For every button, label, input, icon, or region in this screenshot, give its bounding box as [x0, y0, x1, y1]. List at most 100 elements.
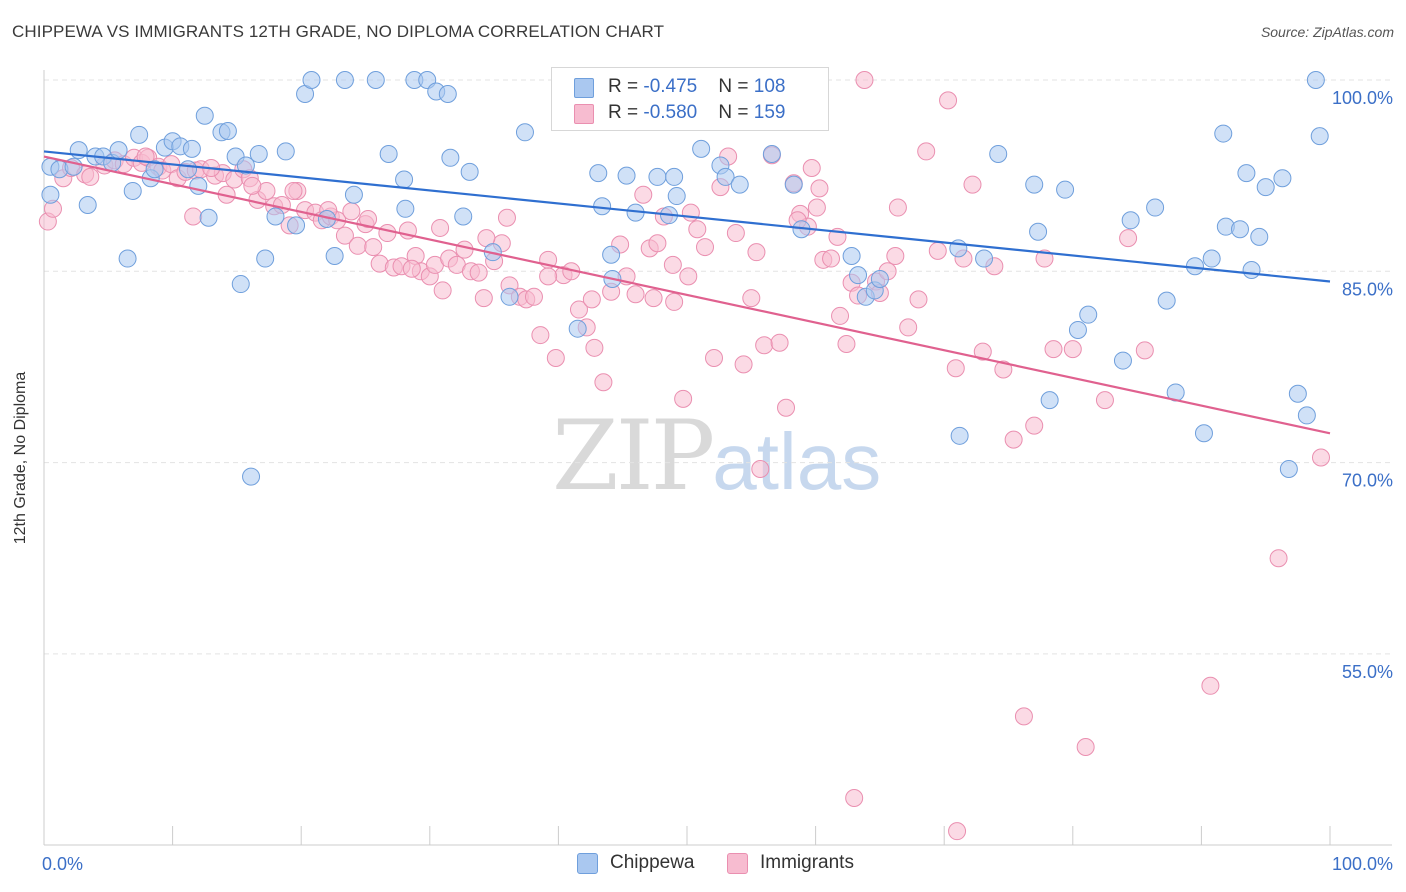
immigrants-point [928, 241, 947, 260]
chippewa-point [849, 266, 868, 285]
immigrants-point [524, 287, 543, 306]
immigrants-point [802, 158, 821, 177]
immigrants-point [888, 198, 907, 217]
chippewa-point [379, 144, 398, 163]
immigrants-point [594, 373, 613, 392]
chippewa-stats: R = -0.475 N = 108 [608, 76, 786, 97]
chippewa-point [1040, 391, 1059, 410]
immigrants-point [837, 334, 856, 353]
chippewa-point [1273, 169, 1292, 188]
chippewa-point [1306, 71, 1325, 89]
immigrants-point [705, 349, 724, 368]
chippewa-point [231, 275, 250, 294]
immigrants-point [1025, 416, 1044, 435]
immigrants-point [755, 336, 774, 355]
immigrants-point [663, 255, 682, 274]
zipatlas-watermark: ZIPatlas [552, 400, 881, 512]
chippewa-point [182, 139, 201, 158]
chippewa-point [218, 122, 237, 141]
immigrants-point [81, 167, 100, 186]
immigrants-stats: R = -0.580 N = 159 [608, 102, 786, 123]
chippewa-point [1068, 320, 1087, 339]
immigrants-point [1004, 430, 1023, 449]
immigrants-point [546, 349, 565, 368]
immigrants-point [973, 342, 992, 361]
chippewa-point [589, 164, 608, 183]
chippewa-point [460, 162, 479, 181]
chippewa-point [568, 319, 587, 338]
immigrants-point [810, 179, 829, 198]
watermark-zip: ZIP [552, 400, 715, 512]
immigrants-point [569, 300, 588, 319]
chippewa-point [179, 160, 198, 179]
x-tick-label-max: 100.0% [1332, 854, 1393, 874]
chippewa-point [1157, 291, 1176, 310]
chippewa-point [1237, 164, 1256, 183]
chippewa-point [266, 207, 285, 226]
immigrants-point [899, 318, 918, 337]
chippewa-point [276, 142, 295, 161]
chippewa-point [118, 249, 137, 268]
chippewa-point [784, 175, 803, 194]
chippewa-point [667, 187, 686, 206]
chippewa-point [515, 123, 534, 142]
immigrants-point [688, 220, 707, 239]
immigrants-point [679, 267, 698, 286]
immigrants-point [348, 236, 367, 255]
chippewa-point [665, 167, 684, 186]
chippewa-point [870, 269, 889, 288]
y-tick-label: 55.0% [1342, 662, 1393, 682]
chippewa-point [1288, 384, 1307, 403]
immigrants-point [585, 338, 604, 357]
chippewa-point [730, 175, 749, 194]
x-tick-label-min: 0.0% [42, 854, 83, 874]
immigrants-point [674, 389, 693, 408]
immigrants-legend-swatch [727, 853, 748, 874]
chippewa-point [1079, 305, 1098, 324]
immigrants-point [634, 185, 653, 204]
immigrants-point [335, 226, 354, 245]
chippewa-point [1025, 175, 1044, 194]
immigrants-point [665, 292, 684, 311]
chippewa-point [842, 246, 861, 265]
chippewa-point [78, 195, 97, 214]
immigrants-swatch [574, 104, 594, 124]
immigrants-point [831, 306, 850, 325]
chippewa-point [438, 85, 457, 104]
immigrants-point [531, 326, 550, 345]
immigrants-point [1076, 737, 1095, 756]
chippewa-point [617, 166, 636, 185]
immigrants-point [497, 208, 516, 227]
chippewa-point [302, 71, 321, 89]
immigrants-point [378, 224, 397, 243]
chippewa-point [1214, 124, 1233, 143]
immigrants-point [359, 210, 378, 229]
chippewa-point [1279, 459, 1298, 478]
immigrants-point [807, 198, 826, 217]
y-tick-label: 70.0% [1342, 471, 1393, 491]
immigrants-point [1035, 249, 1054, 268]
immigrants-point [939, 91, 958, 110]
chippewa-point [335, 71, 354, 89]
immigrants-point [582, 290, 601, 309]
chippewa-point [1113, 351, 1132, 370]
chippewa-point [500, 287, 519, 306]
immigrants-point [648, 234, 667, 253]
chippewa-point [236, 156, 255, 175]
series-legend: Chippewa Immigrants [0, 852, 1406, 878]
immigrants-point [747, 243, 766, 262]
chippewa-point [1256, 178, 1275, 197]
chippewa-point [1230, 220, 1249, 239]
immigrants-point [402, 259, 421, 278]
immigrants-point [433, 281, 452, 300]
immigrants-point [1044, 340, 1063, 359]
chippewa-point [1310, 127, 1329, 146]
immigrants-point [184, 207, 203, 226]
chippewa-point [716, 167, 735, 186]
chippewa-point [692, 139, 711, 158]
chippewa-point [975, 249, 994, 268]
chippewa-point [441, 148, 460, 167]
y-tick-label: 100.0% [1332, 88, 1393, 108]
immigrants-point [734, 355, 753, 374]
